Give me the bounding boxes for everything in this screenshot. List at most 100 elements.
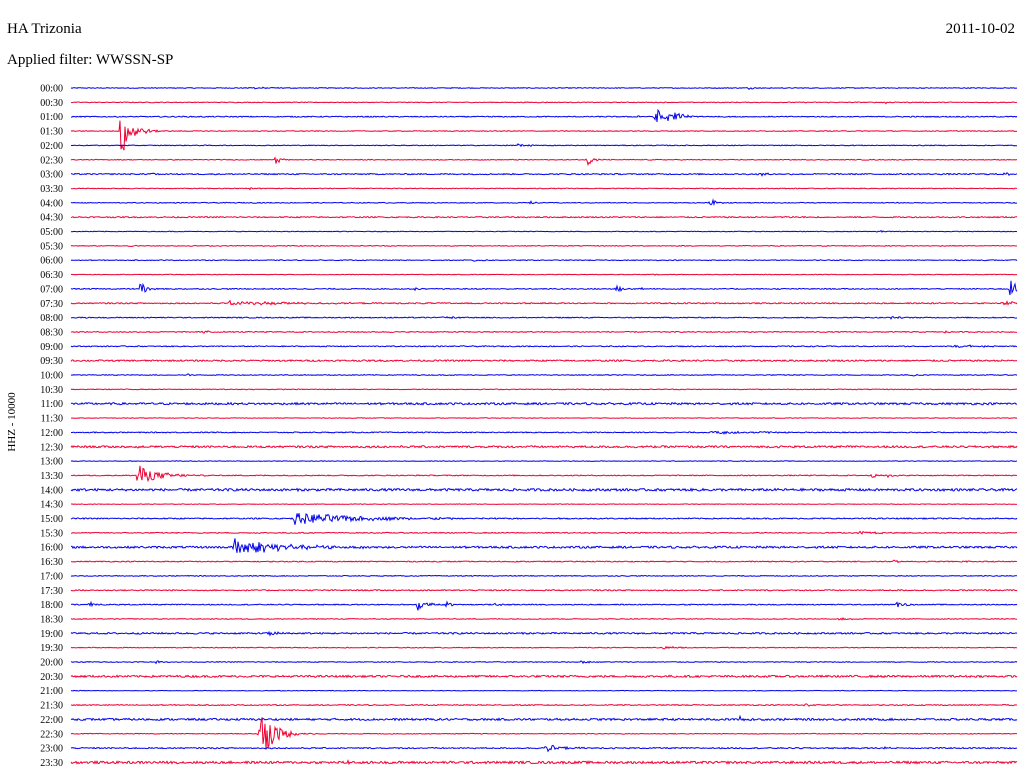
seismic-trace xyxy=(70,156,1018,167)
seismic-trace xyxy=(70,273,1018,276)
trace-row: 10:30 xyxy=(40,385,1017,396)
trace-row: 00:00 xyxy=(40,84,1018,95)
row-time-label: 11:30 xyxy=(41,414,63,425)
row-time-label: 10:00 xyxy=(40,371,63,382)
row-time-label: 01:30 xyxy=(40,127,63,138)
trace-row: 01:30 xyxy=(40,120,1018,151)
trace-row: 13:00 xyxy=(40,457,1018,468)
row-time-label: 21:30 xyxy=(40,701,63,712)
seismic-trace xyxy=(70,600,1018,611)
row-time-label: 22:00 xyxy=(40,715,63,726)
trace-row: 02:30 xyxy=(40,155,1018,167)
trace-row: 07:00 xyxy=(40,280,1018,295)
record-date: 2011-10-02 xyxy=(945,21,1015,37)
row-time-label: 02:30 xyxy=(40,155,63,166)
seismic-trace xyxy=(70,229,1018,233)
trace-row: 08:30 xyxy=(40,327,1018,338)
row-time-label: 03:00 xyxy=(40,170,63,181)
trace-row: 20:30 xyxy=(40,672,1018,683)
trace-row: 20:00 xyxy=(40,658,1018,669)
trace-row: 23:00 xyxy=(40,744,1018,755)
row-time-label: 04:30 xyxy=(40,213,63,224)
seismic-trace xyxy=(70,674,1018,679)
row-time-label: 19:00 xyxy=(40,629,63,640)
trace-row: 12:30 xyxy=(40,442,1018,453)
seismic-trace xyxy=(70,172,1018,177)
row-time-label: 21:00 xyxy=(40,686,63,697)
seismic-trace xyxy=(70,330,1018,334)
trace-row: 05:30 xyxy=(40,241,1018,252)
seismic-trace xyxy=(70,630,1018,637)
row-time-label: 00:00 xyxy=(40,84,63,95)
row-time-label: 10:30 xyxy=(40,385,63,396)
row-time-label: 18:00 xyxy=(40,600,63,611)
trace-row: 06:30 xyxy=(40,270,1018,281)
seismic-trace xyxy=(71,101,1018,105)
seismic-trace xyxy=(70,538,1018,553)
trace-row: 03:30 xyxy=(40,184,1018,195)
row-time-label: 22:30 xyxy=(40,729,63,740)
seismic-trace xyxy=(71,108,1018,122)
row-time-label: 08:00 xyxy=(40,313,63,324)
row-time-label: 20:00 xyxy=(40,658,63,669)
row-time-label: 03:30 xyxy=(40,184,63,195)
seismic-trace xyxy=(70,401,1017,406)
seismic-trace xyxy=(70,187,1018,191)
row-time-label: 04:00 xyxy=(40,198,63,209)
trace-row: 13:30 xyxy=(40,465,1018,483)
row-time-label: 13:00 xyxy=(40,457,63,468)
row-time-label: 01:00 xyxy=(40,112,63,123)
trace-row: 06:00 xyxy=(40,256,1018,267)
seismic-trace xyxy=(70,120,1018,151)
row-time-label: 00:30 xyxy=(40,98,63,109)
trace-row: 19:00 xyxy=(40,629,1018,640)
trace-row: 11:30 xyxy=(41,414,1018,425)
trace-row: 03:00 xyxy=(40,170,1018,181)
row-time-label: 13:30 xyxy=(40,471,63,482)
seismic-trace xyxy=(70,744,1018,753)
trace-row: 21:30 xyxy=(40,701,1018,712)
seismic-trace xyxy=(70,703,1018,707)
seismic-trace xyxy=(70,660,1018,665)
row-time-label: 15:00 xyxy=(40,514,63,525)
seismic-trace xyxy=(70,86,1018,90)
trace-row: 17:00 xyxy=(40,571,1017,582)
seismic-trace xyxy=(70,759,1018,766)
trace-row: 14:30 xyxy=(40,500,1018,511)
row-time-label: 18:30 xyxy=(40,614,63,625)
trace-row: 16:00 xyxy=(40,538,1018,554)
seismic-trace xyxy=(70,574,1017,577)
seismic-trace xyxy=(70,444,1018,449)
trace-row: 18:00 xyxy=(40,600,1018,611)
row-time-label: 12:30 xyxy=(40,442,63,453)
row-time-label: 23:00 xyxy=(40,744,63,755)
seismic-trace xyxy=(70,588,1018,592)
seismic-trace xyxy=(70,430,1018,435)
station-name: HA Trizonia xyxy=(7,21,82,37)
trace-row: 04:00 xyxy=(40,198,1017,209)
trace-row: 14:00 xyxy=(40,485,1018,496)
seismic-trace xyxy=(70,717,1018,750)
trace-row: 18:30 xyxy=(40,614,1018,625)
trace-row: 23:30 xyxy=(40,758,1018,769)
seismic-trace xyxy=(70,487,1018,493)
row-time-label: 17:00 xyxy=(40,571,63,582)
trace-row: 01:00 xyxy=(40,108,1018,123)
row-time-label: 19:30 xyxy=(40,643,63,654)
trace-row: 02:00 xyxy=(40,141,1018,152)
trace-row: 09:30 xyxy=(40,356,1018,367)
row-time-label: 23:30 xyxy=(40,758,63,769)
seismic-trace xyxy=(70,198,1017,207)
row-time-label: 08:30 xyxy=(40,327,63,338)
seismic-trace xyxy=(70,465,1018,483)
row-time-label: 15:30 xyxy=(40,528,63,539)
seismic-trace xyxy=(70,460,1018,462)
trace-row: 12:00 xyxy=(40,428,1018,439)
seismic-trace xyxy=(70,373,1018,377)
row-time-label: 05:00 xyxy=(40,227,63,238)
trace-row: 05:00 xyxy=(40,227,1018,238)
seismic-trace xyxy=(70,503,1018,505)
row-time-label: 16:00 xyxy=(40,543,63,554)
trace-row: 04:30 xyxy=(40,213,1018,224)
seismic-trace xyxy=(70,143,1018,148)
